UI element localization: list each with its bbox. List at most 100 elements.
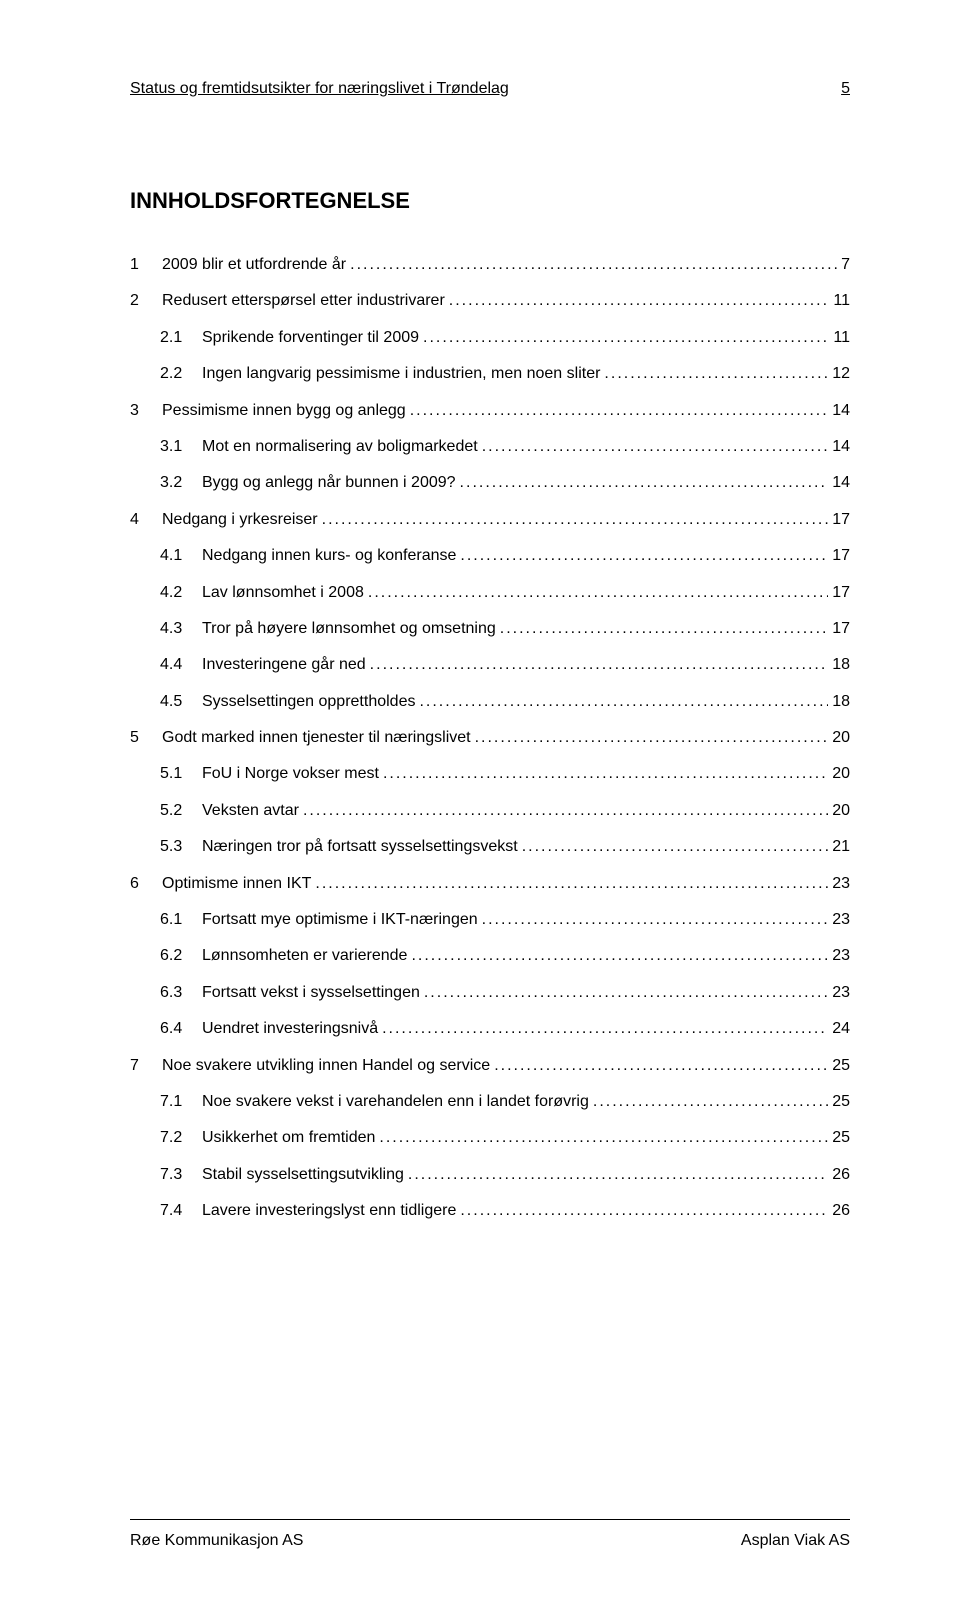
toc-entry-page: 7 (841, 254, 850, 276)
toc-row: 3.1Mot en normalisering av boligmarkedet… (160, 436, 850, 458)
toc-entry-label: 2009 blir et utfordrende år (162, 254, 346, 276)
toc-leader-dots (322, 509, 829, 531)
toc-entry-page: 14 (832, 400, 850, 422)
toc-entry-page: 17 (832, 618, 850, 640)
toc-entry-label: Tror på høyere lønnsomhet og omsetning (202, 618, 496, 640)
toc-entry-number: 6 (130, 873, 162, 895)
toc-entry-number: 4.2 (160, 582, 202, 604)
toc-entry-label: Usikkerhet om fremtiden (202, 1127, 375, 1149)
page-footer: Røe Kommunikasjon AS Asplan Viak AS (130, 1532, 850, 1550)
toc-entry-number: 4.4 (160, 654, 202, 676)
toc-entry-number: 7.4 (160, 1200, 202, 1222)
footer-left: Røe Kommunikasjon AS (130, 1532, 303, 1550)
toc-entry-page: 12 (832, 363, 850, 385)
toc-entry-page: 17 (832, 509, 850, 531)
toc-entry-number: 3.2 (160, 472, 202, 494)
toc-entry-page: 11 (833, 327, 850, 349)
toc-row: 7Noe svakere utvikling innen Handel og s… (130, 1055, 850, 1077)
toc-leader-dots (383, 763, 828, 785)
toc-entry-label: Nedgang i yrkesreiser (162, 509, 318, 531)
toc-leader-dots (604, 363, 828, 385)
toc-entry-label: Noe svakere vekst i varehandelen enn i l… (202, 1091, 589, 1113)
toc-row: 4Nedgang i yrkesreiser17 (130, 509, 850, 531)
toc-entry-label: Godt marked innen tjenester til næringsl… (162, 727, 471, 749)
toc-entry-number: 2.1 (160, 327, 202, 349)
toc-entry-label: Veksten avtar (202, 800, 299, 822)
toc-entry-number: 4.3 (160, 618, 202, 640)
toc-entry-number: 3 (130, 400, 162, 422)
toc-row: 2.1Sprikende forventinger til 2009 11 (160, 327, 850, 349)
toc-row: 6Optimisme innen IKT23 (130, 873, 850, 895)
toc-entry-number: 6.2 (160, 945, 202, 967)
toc-leader-dots (419, 691, 828, 713)
toc-entry-page: 23 (832, 982, 850, 1004)
toc-entry-number: 6.3 (160, 982, 202, 1004)
toc-entry-label: Fortsatt vekst i sysselsettingen (202, 982, 420, 1004)
toc-entry-label: Fortsatt mye optimisme i IKT-næringen (202, 909, 478, 931)
toc-entry-label: Ingen langvarig pessimisme i industrien,… (202, 363, 600, 385)
toc-entry-page: 25 (832, 1055, 850, 1077)
toc-entry-number: 6.1 (160, 909, 202, 931)
toc-leader-dots (303, 800, 828, 822)
toc-leader-dots (522, 836, 829, 858)
toc-leader-dots (460, 545, 828, 567)
footer-rule (130, 1519, 850, 1520)
page-header: Status og fremtidsutsikter for næringsli… (130, 80, 850, 98)
toc-row: 3.2Bygg og anlegg når bunnen i 2009? 14 (160, 472, 850, 494)
toc-entry-page: 20 (832, 800, 850, 822)
toc-entry-number: 6.4 (160, 1018, 202, 1040)
toc-entry-label: Næringen tror på fortsatt sysselsettings… (202, 836, 518, 858)
toc-entry-page: 25 (832, 1091, 850, 1113)
toc-row: 7.2Usikkerhet om fremtiden 25 (160, 1127, 850, 1149)
toc-leader-dots (449, 290, 830, 312)
toc-row: 4.2Lav lønnsomhet i 200817 (160, 582, 850, 604)
toc-entry-page: 14 (832, 472, 850, 494)
toc-entry-number: 5.1 (160, 763, 202, 785)
toc-entry-label: Optimisme innen IKT (162, 873, 311, 895)
toc-heading: INNHOLDSFORTEGNELSE (130, 188, 850, 214)
toc-entry-page: 23 (832, 909, 850, 931)
toc-leader-dots (475, 727, 829, 749)
toc-leader-dots (350, 254, 837, 276)
toc-leader-dots (593, 1091, 828, 1113)
toc-row: 12009 blir et utfordrende år7 (130, 254, 850, 276)
toc-entry-number: 5 (130, 727, 162, 749)
toc-entry-number: 2 (130, 290, 162, 312)
toc-entry-label: Stabil sysselsettingsutvikling (202, 1164, 404, 1186)
toc-leader-dots (482, 436, 829, 458)
toc-leader-dots (370, 654, 829, 676)
toc-leader-dots (500, 618, 828, 640)
toc-entry-page: 17 (832, 545, 850, 567)
toc-entry-page: 25 (832, 1127, 850, 1149)
toc-entry-number: 3.1 (160, 436, 202, 458)
toc-entry-number: 5.2 (160, 800, 202, 822)
toc-entry-label: Bygg og anlegg når bunnen i 2009? (202, 472, 456, 494)
toc-row: 4.4Investeringene går ned18 (160, 654, 850, 676)
toc-entry-page: 26 (832, 1164, 850, 1186)
toc-entry-label: Nedgang innen kurs- og konferanse (202, 545, 456, 567)
toc-entry-page: 18 (832, 691, 850, 713)
toc-entry-number: 7.3 (160, 1164, 202, 1186)
toc-row: 6.1Fortsatt mye optimisme i IKT-næringen… (160, 909, 850, 931)
toc-entry-number: 7.2 (160, 1127, 202, 1149)
toc-entry-page: 20 (832, 763, 850, 785)
header-title: Status og fremtidsutsikter for næringsli… (130, 80, 509, 98)
toc-leader-dots (424, 982, 828, 1004)
toc-entry-label: Mot en normalisering av boligmarkedet (202, 436, 478, 458)
toc-entry-label: Lavere investeringslyst enn tidligere (202, 1200, 456, 1222)
toc-leader-dots (482, 909, 829, 931)
toc-leader-dots (411, 945, 828, 967)
toc-leader-dots (408, 1164, 828, 1186)
toc-row: 7.3Stabil sysselsettingsutvikling 26 (160, 1164, 850, 1186)
header-page-number: 5 (841, 80, 850, 98)
toc-leader-dots (368, 582, 828, 604)
toc-entry-number: 7.1 (160, 1091, 202, 1113)
toc-leader-dots (460, 1200, 828, 1222)
toc-entry-label: Sprikende forventinger til 2009 (202, 327, 419, 349)
toc-row: 6.2Lønnsomheten er varierende23 (160, 945, 850, 967)
toc-leader-dots (382, 1018, 828, 1040)
toc-leader-dots (315, 873, 828, 895)
toc-entry-page: 11 (833, 290, 850, 312)
toc-row: 5.2Veksten avtar 20 (160, 800, 850, 822)
toc-entry-number: 2.2 (160, 363, 202, 385)
